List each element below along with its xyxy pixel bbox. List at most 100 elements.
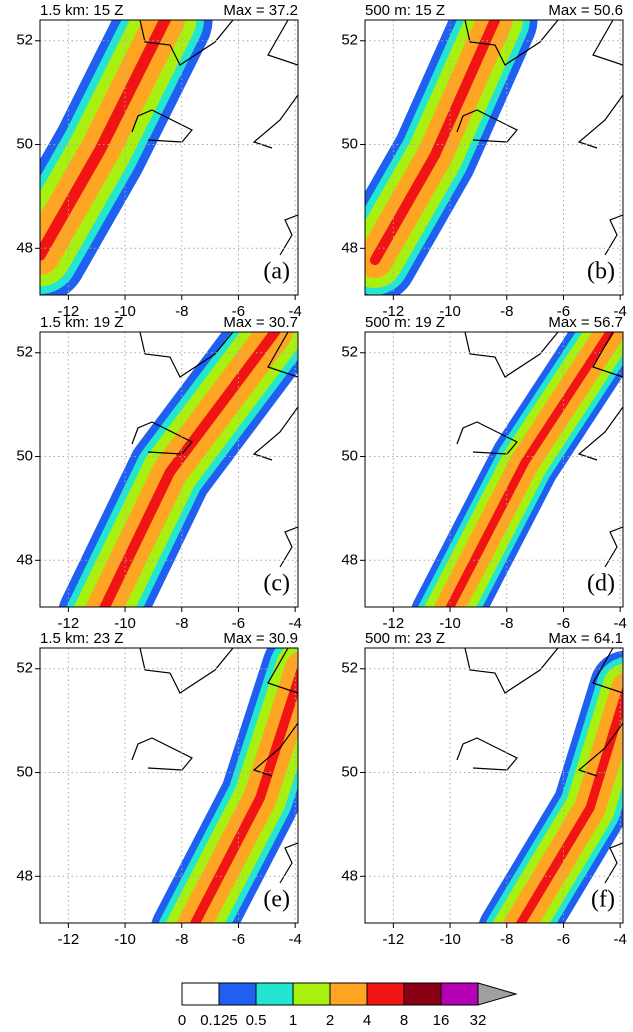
panel-max: Max = 37.2 bbox=[223, 2, 298, 19]
x-tick-label: -12 bbox=[383, 931, 405, 948]
y-tick-label: 50 bbox=[341, 135, 358, 152]
x-tick-label: -10 bbox=[114, 303, 136, 320]
x-tick-label: -10 bbox=[439, 303, 461, 320]
panel-label: (f) bbox=[591, 887, 615, 913]
rain-field bbox=[445, 332, 615, 607]
coastline bbox=[604, 842, 623, 884]
colorbar-label: 32 bbox=[470, 1012, 487, 1029]
colorbar-swatch bbox=[181, 982, 220, 1006]
coastline bbox=[252, 94, 298, 149]
x-tick-label: -8 bbox=[175, 931, 188, 948]
x-tick-label: -6 bbox=[232, 615, 245, 632]
panel-frame bbox=[364, 647, 624, 924]
y-tick-label: 50 bbox=[341, 447, 358, 464]
colorbar-label: 8 bbox=[400, 1012, 408, 1029]
x-tick-label: -10 bbox=[114, 615, 136, 632]
colorbar-swatch bbox=[218, 982, 257, 1006]
y-tick-label: 52 bbox=[341, 344, 358, 361]
panel-max: Max = 64.1 bbox=[548, 630, 623, 647]
y-tick-label: 52 bbox=[16, 344, 33, 361]
coastline bbox=[464, 332, 559, 378]
panel-frame bbox=[39, 19, 299, 296]
map-field bbox=[365, 20, 623, 295]
y-tick-label: 52 bbox=[16, 32, 33, 49]
y-tick-label: 48 bbox=[341, 239, 358, 256]
map-field bbox=[131, 648, 298, 923]
coastline bbox=[131, 109, 193, 143]
y-tick-label: 48 bbox=[16, 239, 33, 256]
colorbar-swatch bbox=[403, 982, 442, 1006]
coastline bbox=[267, 332, 298, 378]
x-tick-label: -6 bbox=[232, 303, 245, 320]
x-tick-label: -12 bbox=[383, 615, 405, 632]
panel-title: 500 m: 23 Z bbox=[365, 630, 445, 647]
coastline bbox=[456, 737, 518, 771]
colorbar-extend bbox=[477, 982, 518, 1006]
map-panel: -12 -10 -8 -6 -4 48 50 52 500 m: 19 Z Max = 56.7 (… bbox=[341, 314, 627, 632]
map-panel: -12 -10 -8 -6 -4 48 50 52 1.5 km: 15 Z Max = 37.2… bbox=[16, 2, 302, 320]
panel-max: Max = 56.7 bbox=[548, 314, 623, 331]
x-tick-label: -4 bbox=[288, 931, 301, 948]
colorbar-label: 1 bbox=[289, 1012, 297, 1029]
map-panel: -12 -10 -8 -6 -4 48 50 52 1.5 km: 19 Z Max = 30.7… bbox=[16, 314, 302, 632]
coastline bbox=[592, 648, 623, 694]
coastline bbox=[139, 20, 234, 66]
y-tick-label: 50 bbox=[16, 135, 33, 152]
panel-frame bbox=[364, 331, 624, 608]
colorbar: 0 0.125 0.5 1 2 4 8 16 32 bbox=[178, 982, 518, 1029]
coastline bbox=[456, 109, 518, 143]
coastline bbox=[139, 648, 234, 694]
coastline bbox=[604, 526, 623, 568]
y-tick-label: 52 bbox=[341, 32, 358, 49]
rain-field bbox=[99, 332, 281, 607]
rain-field bbox=[515, 685, 623, 923]
colorbar-label: 0.125 bbox=[200, 1012, 238, 1029]
coastline bbox=[577, 94, 623, 149]
colorbar-label: 0.5 bbox=[246, 1012, 267, 1029]
x-tick-label: -4 bbox=[613, 931, 626, 948]
x-tick-label: -8 bbox=[175, 303, 188, 320]
coastline bbox=[604, 214, 623, 256]
coastline bbox=[456, 421, 518, 455]
coastline bbox=[464, 648, 559, 694]
x-tick-label: -4 bbox=[613, 303, 626, 320]
coastline bbox=[131, 421, 193, 455]
panel-title: 500 m: 15 Z bbox=[365, 2, 445, 19]
x-tick-label: -6 bbox=[557, 303, 570, 320]
x-tick-label: -4 bbox=[613, 615, 626, 632]
panel-max: Max = 30.7 bbox=[223, 314, 298, 331]
x-tick-label: -10 bbox=[439, 931, 461, 948]
panel-title: 1.5 km: 23 Z bbox=[40, 630, 123, 647]
y-tick-label: 52 bbox=[341, 660, 358, 677]
y-tick-label: 48 bbox=[341, 867, 358, 884]
x-tick-label: -12 bbox=[58, 303, 80, 320]
colorbar-swatch bbox=[440, 982, 479, 1006]
x-tick-label: -12 bbox=[58, 931, 80, 948]
colorbar-swatch bbox=[329, 982, 368, 1006]
panel-title: 500 m: 19 Z bbox=[365, 314, 445, 331]
y-tick-label: 50 bbox=[16, 447, 33, 464]
panel-max: Max = 30.9 bbox=[223, 630, 298, 647]
coastline bbox=[279, 842, 298, 884]
x-tick-label: -8 bbox=[500, 303, 513, 320]
y-tick-label: 52 bbox=[16, 660, 33, 677]
colorbar-swatch bbox=[292, 982, 331, 1006]
map-field bbox=[58, 332, 298, 607]
coastline bbox=[577, 722, 623, 777]
y-tick-label: 50 bbox=[16, 763, 33, 780]
y-tick-label: 50 bbox=[341, 763, 358, 780]
rain-field bbox=[369, 20, 501, 266]
x-tick-label: -10 bbox=[114, 931, 136, 948]
panel-frame bbox=[39, 331, 299, 608]
colorbar-swatch bbox=[366, 982, 405, 1006]
coastline bbox=[464, 20, 559, 66]
y-tick-label: 48 bbox=[341, 551, 358, 568]
coastline bbox=[252, 722, 298, 777]
colorbar-label: 2 bbox=[326, 1012, 334, 1029]
map-field bbox=[456, 648, 623, 923]
coastline bbox=[252, 406, 298, 461]
panel-label: (c) bbox=[263, 571, 290, 597]
y-tick-label: 48 bbox=[16, 867, 33, 884]
panel-frame bbox=[364, 19, 624, 296]
coastline bbox=[592, 20, 623, 66]
